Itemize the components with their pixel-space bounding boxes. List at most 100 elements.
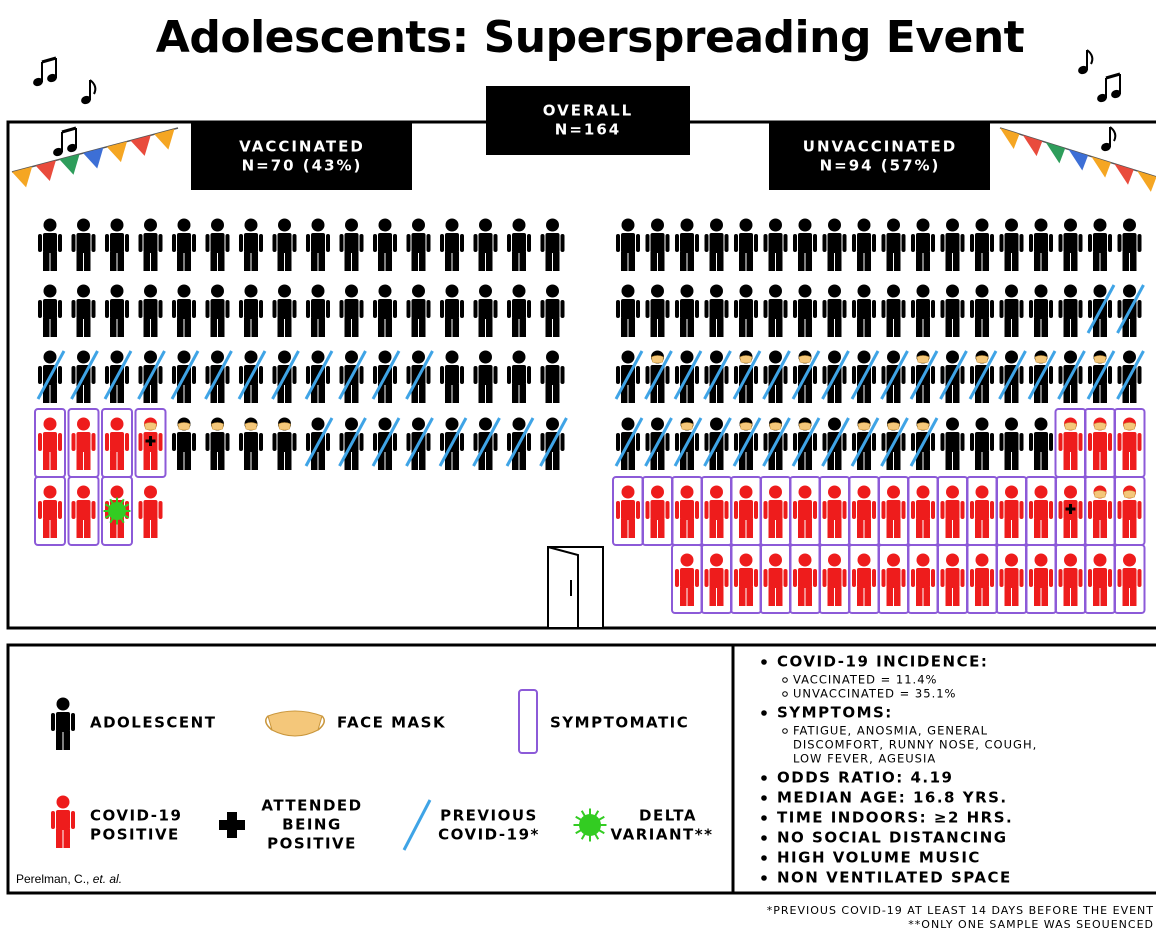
person-icon	[1085, 477, 1115, 545]
torso	[975, 568, 989, 588]
leg	[151, 451, 158, 470]
head	[1123, 554, 1136, 567]
arm	[666, 366, 670, 384]
person-icon	[1000, 285, 1024, 338]
torso	[680, 299, 694, 319]
leg	[1064, 587, 1071, 606]
person-icon	[646, 351, 672, 404]
arm	[813, 433, 817, 451]
leg	[983, 587, 990, 606]
torso	[857, 568, 871, 588]
leg	[688, 587, 695, 606]
arm	[1079, 234, 1083, 252]
leg	[946, 519, 953, 538]
arm	[843, 433, 847, 451]
arm	[306, 433, 310, 451]
leg	[51, 318, 58, 337]
arm	[306, 366, 310, 384]
leg	[151, 519, 158, 538]
person-icon	[139, 285, 163, 338]
mask	[740, 423, 752, 431]
head	[379, 351, 392, 364]
person-icon	[69, 409, 99, 477]
head	[651, 219, 664, 232]
music-note	[52, 128, 78, 157]
head	[858, 486, 871, 499]
head	[1064, 285, 1077, 298]
flag	[12, 167, 32, 188]
arm	[407, 234, 411, 252]
leg	[84, 384, 91, 403]
leg	[865, 519, 872, 538]
torso	[1064, 233, 1078, 253]
person-icon	[911, 351, 937, 404]
arm	[1000, 366, 1004, 384]
leg	[553, 252, 560, 271]
arm	[273, 300, 277, 318]
arm	[239, 300, 243, 318]
bullet	[761, 815, 767, 821]
torso	[621, 233, 635, 253]
leg	[285, 451, 292, 470]
head	[77, 351, 90, 364]
head	[917, 554, 930, 567]
arm	[1138, 300, 1142, 318]
music-note	[32, 58, 58, 87]
torso	[445, 299, 459, 319]
person-icon	[340, 285, 364, 338]
torso	[975, 299, 989, 319]
person-icon	[616, 219, 640, 272]
person-icon	[340, 351, 366, 404]
legend-label: POSITIVE	[267, 835, 357, 853]
torso	[710, 500, 724, 520]
delta-virus	[574, 809, 607, 842]
arm	[1108, 300, 1112, 318]
person-icon	[734, 219, 758, 272]
leg	[1123, 451, 1130, 470]
arm	[941, 501, 945, 519]
torso	[769, 233, 783, 253]
person-icon	[734, 285, 758, 338]
arm	[192, 234, 196, 252]
head	[740, 486, 753, 499]
leg	[144, 318, 151, 337]
leg	[1101, 252, 1108, 271]
person-icon	[702, 545, 732, 613]
leg	[975, 451, 982, 470]
arm	[72, 433, 76, 451]
person-icon	[105, 219, 129, 272]
arm	[823, 234, 827, 252]
person-icon	[206, 219, 230, 272]
torso	[244, 233, 258, 253]
head	[312, 219, 325, 232]
person-icon	[879, 545, 909, 613]
arm	[125, 234, 129, 252]
person-icon	[102, 409, 132, 477]
person-icon	[793, 351, 819, 404]
person-icon	[1056, 409, 1086, 477]
arm	[259, 366, 263, 384]
arm	[527, 234, 531, 252]
head	[1064, 351, 1077, 364]
leg	[776, 384, 783, 403]
arm	[793, 300, 797, 318]
leg	[1071, 587, 1078, 606]
arm	[1108, 433, 1112, 451]
arm	[1108, 366, 1112, 384]
arm	[273, 433, 277, 451]
mask	[770, 423, 782, 431]
arm	[793, 569, 797, 587]
arm	[941, 234, 945, 252]
head	[111, 285, 124, 298]
torso	[144, 500, 158, 520]
arm	[440, 234, 444, 252]
arm	[226, 366, 230, 384]
arm	[1059, 569, 1063, 587]
person-icon	[731, 477, 761, 545]
arm	[1049, 569, 1053, 587]
arm	[1079, 366, 1083, 384]
person-icon	[997, 477, 1027, 545]
person-icon	[764, 285, 788, 338]
flag	[1069, 149, 1088, 170]
person-icon	[1115, 545, 1145, 613]
